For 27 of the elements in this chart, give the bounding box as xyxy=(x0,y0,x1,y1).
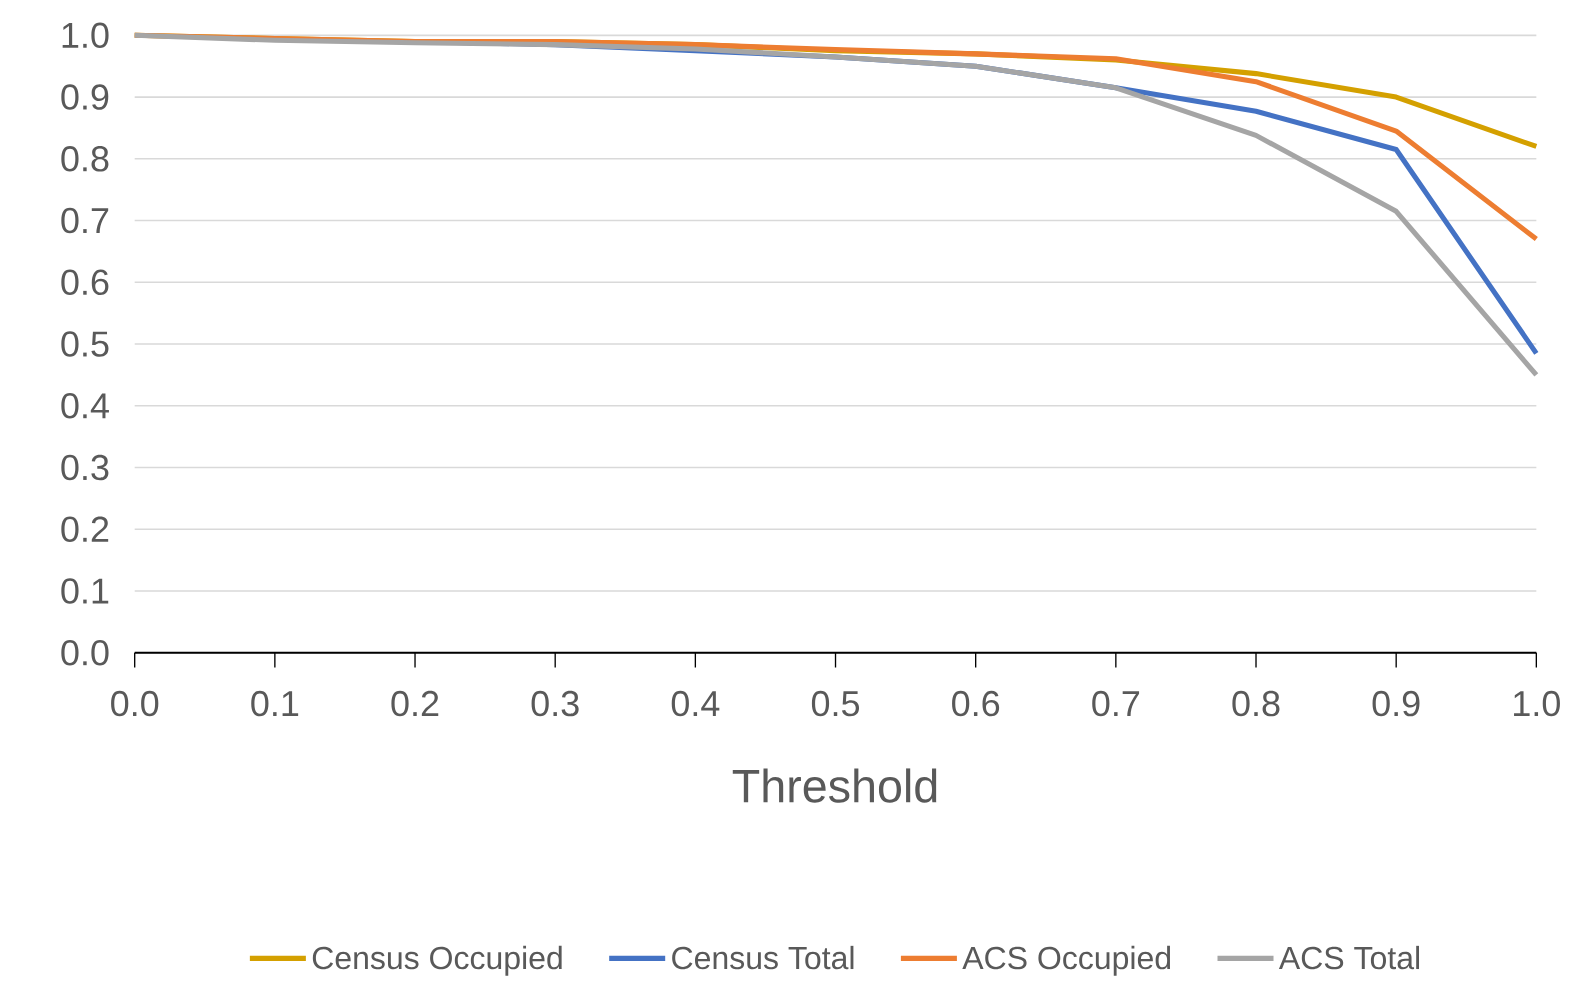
y-tick-label: 0.9 xyxy=(61,84,109,110)
x-tick-label: 0.2 xyxy=(391,690,439,717)
x-tick-label: 0.9 xyxy=(1372,690,1420,717)
x-tick-label: 1.0 xyxy=(1514,690,1560,717)
legend-label: ACS Total xyxy=(1278,945,1420,970)
legend-label: ACS Occupied xyxy=(962,945,1171,976)
y-tick-label: 0.8 xyxy=(61,145,109,172)
y-tick-label: 1.0 xyxy=(62,22,109,48)
x-tick-label: 0.3 xyxy=(531,690,579,717)
x-tick-label: 0.0 xyxy=(111,690,159,717)
y-tick-label: 0.1 xyxy=(61,578,109,604)
x-tick-label: 0.1 xyxy=(251,690,299,717)
x-tick-label: 0.4 xyxy=(671,690,720,717)
y-tick-label: 0.2 xyxy=(61,516,109,542)
x-tick-label: 0.8 xyxy=(1232,690,1280,717)
legend-label: Census Occupied xyxy=(312,945,562,976)
x-tick-label: 0.7 xyxy=(1092,690,1140,717)
x-tick-label: 0.5 xyxy=(811,690,860,717)
legend-label: Census Total xyxy=(672,945,854,970)
x-tick-label: 0.6 xyxy=(952,690,1000,717)
y-tick-label: 0.5 xyxy=(61,331,109,357)
x-axis-title: Threshold xyxy=(732,768,937,803)
y-tick-label: 0.4 xyxy=(61,392,109,419)
y-tick-label: 0.0 xyxy=(61,639,109,666)
y-tick-label: 0.7 xyxy=(61,207,109,234)
y-tick-label: 0.3 xyxy=(61,454,109,481)
y-tick-label: 0.6 xyxy=(61,269,109,295)
